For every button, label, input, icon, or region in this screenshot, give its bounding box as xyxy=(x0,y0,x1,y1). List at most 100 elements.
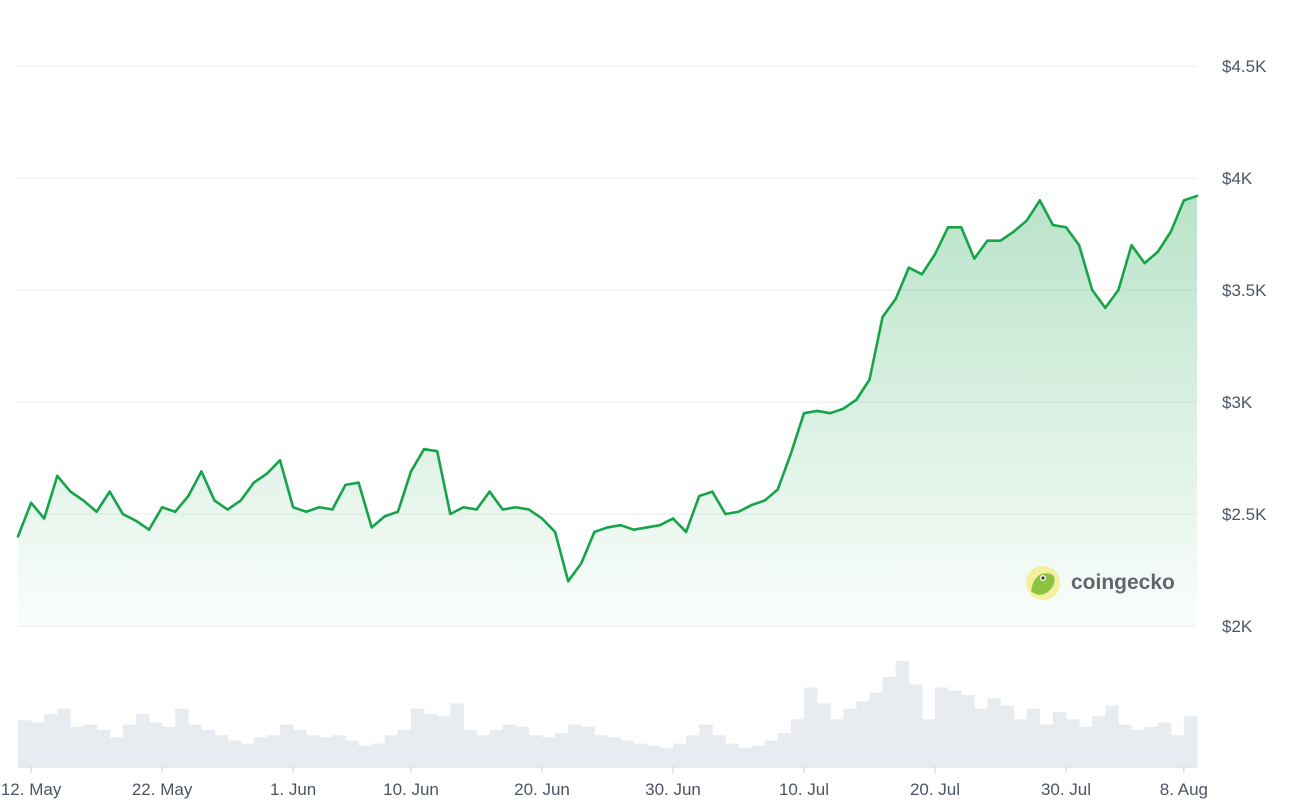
price-point xyxy=(1169,230,1173,233)
x-tick-label: 20. Jun xyxy=(514,780,570,799)
price-area-fill xyxy=(18,195,1197,627)
price-point xyxy=(187,494,190,498)
x-tick-label: 30. Jun xyxy=(645,780,701,799)
volume-bar xyxy=(70,726,84,767)
price-point xyxy=(606,526,609,529)
volume-bar xyxy=(214,735,228,767)
volume-bar xyxy=(227,740,242,767)
volume-bar xyxy=(358,745,373,767)
price-point xyxy=(344,483,347,487)
price-point xyxy=(737,510,740,513)
volume-bar xyxy=(437,716,451,767)
volume-bar xyxy=(476,735,490,767)
price-point xyxy=(383,515,386,518)
price-point xyxy=(842,407,845,410)
price-point xyxy=(553,530,557,534)
price-point xyxy=(907,266,910,269)
volume-bar xyxy=(411,708,425,767)
price-point xyxy=(776,488,779,491)
volume-bar xyxy=(109,737,124,767)
volume-bar xyxy=(345,740,359,767)
volume-bar xyxy=(319,737,333,767)
price-point xyxy=(946,226,950,229)
volume-bar xyxy=(620,740,635,767)
price-point xyxy=(514,506,517,509)
y-tick-label: $2K xyxy=(1222,617,1253,636)
volume-bar xyxy=(895,661,910,767)
price-point xyxy=(960,226,963,229)
price-point xyxy=(724,512,727,516)
volume-bar xyxy=(122,724,137,767)
price-point xyxy=(789,452,793,455)
price-point xyxy=(1182,199,1186,202)
volume-bar xyxy=(581,726,595,767)
price-point xyxy=(1143,261,1146,265)
price-point xyxy=(56,474,59,478)
x-tick-label: 8. Aug xyxy=(1160,780,1208,799)
coingecko-watermark: coingecko xyxy=(1026,566,1175,600)
price-point xyxy=(540,517,544,520)
volume-bar xyxy=(1039,724,1054,767)
volume-bar xyxy=(266,735,281,767)
volume-bar xyxy=(1105,705,1119,767)
volume-bar xyxy=(515,726,530,767)
price-point xyxy=(645,526,648,529)
price-point xyxy=(1038,199,1042,202)
price-point xyxy=(1012,230,1015,233)
price-point xyxy=(527,508,531,511)
price-point xyxy=(933,252,937,256)
volume-bar xyxy=(699,724,713,767)
volume-bar xyxy=(961,694,975,767)
volume-bar xyxy=(1000,705,1014,767)
volume-bar xyxy=(502,724,517,767)
price-line xyxy=(16,194,1199,583)
price-point xyxy=(422,447,426,451)
price-point xyxy=(462,506,465,509)
volume-bar xyxy=(1026,708,1041,767)
volume-bar xyxy=(1157,722,1172,767)
price-point xyxy=(894,297,897,301)
x-tick-label: 22. May xyxy=(132,780,193,799)
volume-bar xyxy=(948,690,962,767)
volume-bar xyxy=(673,743,687,767)
price-point xyxy=(121,512,125,516)
volume-bar xyxy=(987,698,1001,767)
price-point xyxy=(1117,288,1120,292)
volume-bar xyxy=(162,726,176,767)
price-point xyxy=(200,470,203,473)
volume-bar xyxy=(921,719,936,767)
price-point xyxy=(160,506,164,509)
volume-bar xyxy=(83,724,97,767)
y-tick-label: $2.5K xyxy=(1222,505,1267,524)
volume-bar xyxy=(607,737,621,767)
volume-bar xyxy=(253,737,268,767)
price-area xyxy=(18,195,1197,627)
price-point xyxy=(239,499,242,502)
x-tick-label: 30. Jul xyxy=(1041,780,1091,799)
price-point xyxy=(357,481,360,484)
watermark-label: coingecko xyxy=(1071,571,1175,594)
volume-bar xyxy=(751,745,766,767)
price-point xyxy=(305,510,308,513)
price-point xyxy=(671,517,675,520)
volume-bar xyxy=(384,735,399,767)
volume-bar xyxy=(1066,719,1080,767)
volume-bar xyxy=(1183,716,1198,767)
y-tick-label: $3K xyxy=(1222,393,1253,412)
volume-bar xyxy=(777,733,792,767)
volume-bar xyxy=(856,701,870,767)
volume-bar xyxy=(1170,735,1185,767)
price-point xyxy=(711,490,714,493)
price-point xyxy=(815,409,819,413)
volume-bar xyxy=(424,714,438,767)
volume-bar xyxy=(974,708,988,767)
price-point xyxy=(265,472,269,475)
price-point xyxy=(802,412,806,415)
volume-bar xyxy=(332,735,346,767)
price-point xyxy=(1051,223,1055,227)
price-point xyxy=(82,499,85,502)
volume-bar xyxy=(1144,726,1159,767)
volume-bar xyxy=(57,708,71,767)
price-point xyxy=(252,481,255,484)
price-point xyxy=(580,562,583,565)
